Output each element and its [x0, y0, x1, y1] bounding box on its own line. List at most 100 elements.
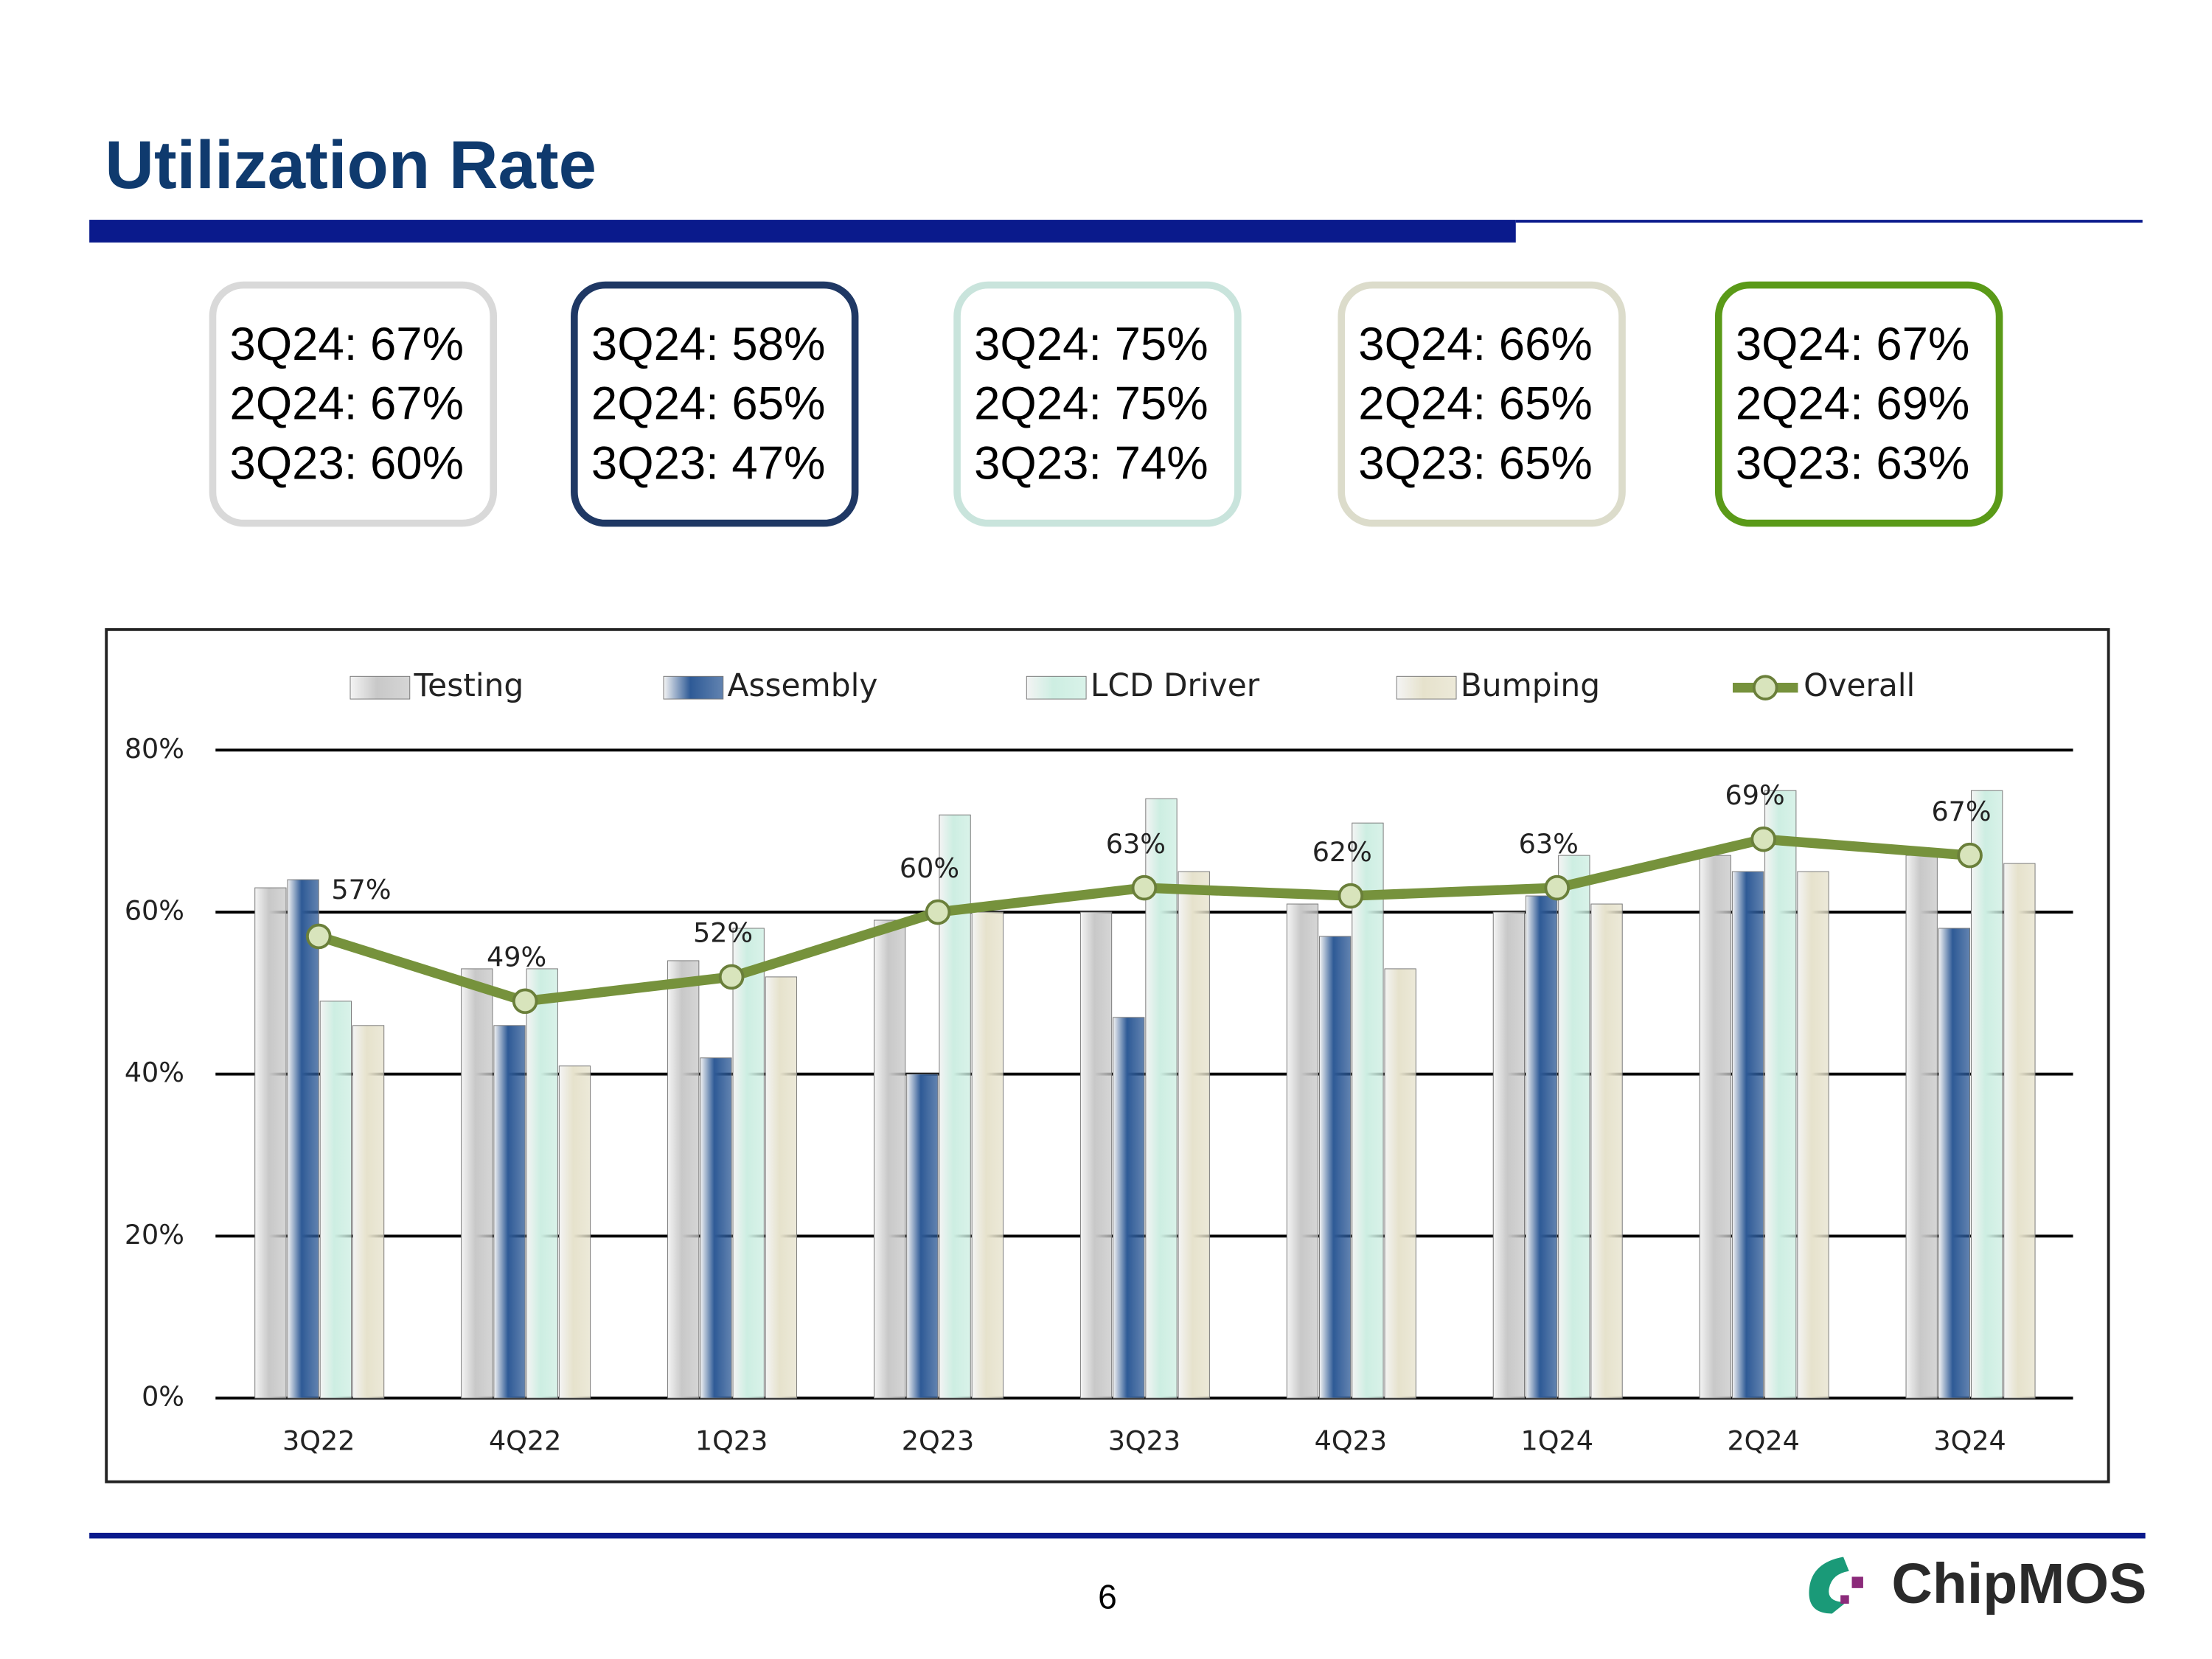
bar: [1319, 936, 1352, 1399]
data-label: 63%: [1519, 828, 1579, 860]
summary-box: [1338, 281, 1626, 527]
bar: [1938, 928, 1971, 1399]
data-label: 63%: [1106, 828, 1166, 860]
bar: [1905, 855, 1938, 1399]
x-tick-label: 2Q24: [1727, 1425, 1799, 1456]
summary-line: 3Q23: 60%: [230, 437, 464, 489]
bar: [700, 1057, 732, 1399]
bar: [558, 1065, 591, 1399]
summary-line: 2Q24: 65%: [1358, 378, 1592, 430]
x-tick-label: 3Q22: [282, 1425, 355, 1456]
x-tick-label: 3Q24: [1933, 1425, 2006, 1456]
line-point: [1338, 883, 1364, 909]
data-label: 62%: [1312, 836, 1372, 868]
summary-line: 2Q24: 75%: [974, 378, 1208, 430]
y-tick-label: 60%: [125, 895, 184, 927]
line-point: [305, 923, 332, 950]
bar: [526, 968, 558, 1399]
x-tick-label: 1Q23: [695, 1425, 768, 1456]
slide-title: Utilization Rate: [105, 126, 597, 203]
legend-label: Overall: [1804, 667, 1915, 703]
bar: [287, 879, 319, 1399]
legend-swatch: [1396, 675, 1457, 700]
logo-icon: [1851, 1576, 1863, 1588]
bar: [352, 1025, 385, 1399]
x-tick-label: 1Q24: [1521, 1425, 1593, 1456]
bar: [1731, 871, 1764, 1399]
bar: [1699, 855, 1731, 1399]
summary-line: 3Q24: 67%: [1736, 319, 1969, 370]
line-point: [512, 988, 538, 1015]
title-bar: [89, 220, 1516, 243]
legend-swatch: [349, 675, 411, 700]
summary-box: [1714, 281, 2003, 527]
legend-label: LCD Driver: [1091, 667, 1260, 703]
bar: [1492, 911, 1526, 1399]
summary-line: 3Q23: 47%: [591, 437, 825, 489]
bar: [906, 1074, 939, 1399]
legend-swatch: [1752, 675, 1778, 700]
legend-swatch: [663, 675, 724, 700]
logo: ChipMOS: [1809, 1552, 2146, 1615]
y-tick-label: 20%: [125, 1219, 184, 1251]
legend-label: Assembly: [728, 667, 878, 703]
summary-line: 3Q23: 65%: [1358, 437, 1592, 489]
bar: [1384, 968, 1416, 1399]
summary-line: 2Q24: 65%: [591, 378, 825, 430]
summary-line: 3Q24: 58%: [591, 319, 825, 370]
line-point: [1957, 842, 1983, 869]
logo-icon: [1840, 1595, 1849, 1604]
x-tick-label: 3Q23: [1108, 1425, 1180, 1456]
summary-line: 3Q23: 63%: [1736, 437, 1969, 489]
bar: [2003, 863, 2036, 1399]
bar: [1971, 790, 2003, 1399]
bar: [667, 960, 700, 1399]
x-tick-label: 2Q23: [902, 1425, 974, 1456]
line-point: [925, 899, 951, 925]
summary-line: 2Q24: 67%: [230, 378, 464, 430]
summary-line: 3Q24: 75%: [974, 319, 1208, 370]
data-label: 69%: [1725, 779, 1785, 811]
line-point: [718, 964, 745, 990]
bar: [254, 887, 287, 1399]
data-label: 57%: [331, 874, 391, 905]
bar: [1286, 903, 1319, 1399]
bar: [1352, 822, 1384, 1399]
bar: [1113, 1017, 1145, 1399]
legend-label: Bumping: [1461, 667, 1600, 703]
page-number: 6: [1098, 1577, 1117, 1615]
summary-line: 2Q24: 69%: [1736, 378, 1969, 430]
x-tick-label: 4Q23: [1315, 1425, 1387, 1456]
x-tick-label: 4Q22: [489, 1425, 561, 1456]
data-label: 49%: [487, 942, 546, 973]
bar: [1079, 911, 1113, 1399]
bar: [971, 911, 1004, 1399]
y-tick-label: 80%: [125, 733, 184, 765]
data-label: 52%: [693, 917, 753, 949]
bar: [1558, 855, 1590, 1399]
bar: [493, 1025, 526, 1399]
bar: [1178, 871, 1210, 1399]
bar: [1764, 790, 1797, 1399]
bar: [1797, 871, 1829, 1399]
bar: [1525, 895, 1558, 1399]
data-label: 60%: [900, 852, 959, 884]
summary-line: 3Q23: 74%: [974, 437, 1208, 489]
summary-box: [571, 281, 859, 527]
line-point: [1750, 826, 1776, 852]
logo-text: ChipMOS: [1891, 1552, 2146, 1615]
summary-line: 3Q24: 67%: [230, 319, 464, 370]
summary-box: [209, 281, 498, 527]
line-point: [1544, 874, 1571, 901]
y-tick-label: 0%: [142, 1381, 184, 1413]
summary-box: [953, 281, 1242, 527]
logo-icon: [1809, 1557, 1849, 1614]
data-label: 67%: [1931, 796, 1991, 827]
bar: [873, 919, 906, 1399]
legend-swatch: [1026, 675, 1087, 700]
bar: [1590, 903, 1623, 1399]
y-tick-label: 40%: [125, 1057, 184, 1088]
bar: [765, 976, 798, 1399]
